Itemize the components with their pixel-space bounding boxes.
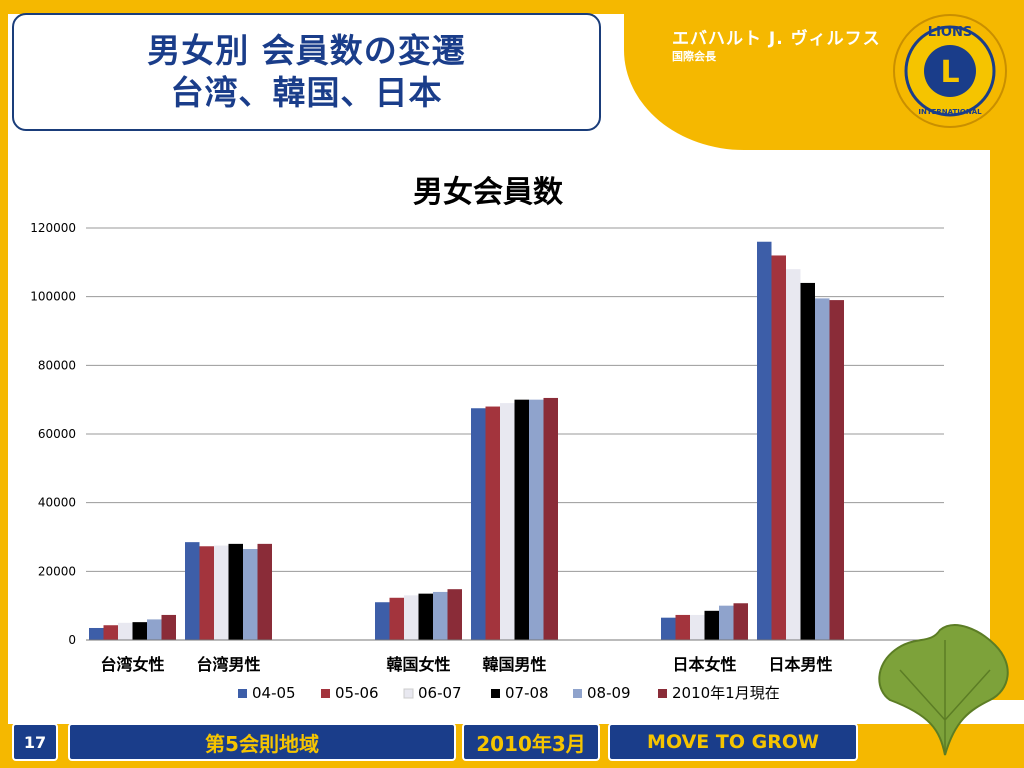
chart-title: 男女会員数 (413, 175, 564, 210)
legend-label: 07-08 (505, 684, 549, 702)
bar (243, 549, 258, 640)
bar (815, 298, 830, 640)
axes: 0 20000 40000 60000 80000 100000 120000 台湾女性 台湾男… (30, 221, 944, 674)
bar (257, 543, 272, 640)
legend-swatch (238, 689, 247, 698)
x-category-label: 韓国男性 (482, 655, 546, 674)
legend-swatch (321, 689, 330, 698)
ginkgo-leaf-icon (878, 624, 1009, 756)
legend-label: 2010年1月現在 (672, 684, 780, 702)
bar (514, 399, 529, 640)
president-name: エバハルト J. ヴィルフス (672, 29, 881, 49)
footer-district: 第5会則地域 (68, 723, 456, 761)
bar (375, 602, 390, 640)
bar (485, 406, 500, 640)
x-category-label: 韓国女性 (386, 655, 450, 674)
legend-swatch (403, 688, 414, 699)
y-tick-label: 40000 (38, 496, 76, 510)
footer-slogan: MOVE TO GROW (608, 723, 858, 761)
bar (389, 597, 404, 640)
bar (800, 282, 815, 640)
legend-swatch (573, 689, 582, 698)
bar (500, 403, 515, 640)
bar (418, 593, 433, 640)
y-tick-label: 120000 (30, 221, 76, 235)
legend-swatch (658, 689, 667, 698)
footer-date: 2010年3月 (462, 723, 600, 761)
bar (829, 300, 844, 640)
bar (529, 399, 544, 640)
bars (89, 241, 844, 640)
slide-title-box: 男女別 会員数の変遷 台湾、韓国、日本 (12, 13, 601, 131)
x-category-label: 日本男性 (768, 655, 832, 674)
legend: 04-05 05-06 06-07 07-08 08-09 2010年1月現在 (238, 684, 780, 702)
bar (228, 543, 243, 640)
y-tick-label: 100000 (30, 290, 76, 304)
bar (786, 269, 801, 640)
x-category-label: 台湾女性 (100, 655, 164, 674)
bar (661, 617, 676, 640)
bar (132, 622, 147, 640)
bar (771, 255, 786, 640)
bar (185, 542, 200, 640)
x-category-label: 日本女性 (672, 655, 736, 674)
bar (433, 591, 448, 640)
logo-text-bottom: INTERNATIONAL (918, 108, 982, 116)
bar (147, 619, 162, 640)
slide-title-line-2: 台湾、韓国、日本 (170, 73, 443, 112)
bar (757, 241, 772, 640)
bar (214, 545, 229, 640)
yellow-right-band (990, 0, 1024, 700)
bar (447, 589, 462, 640)
legend-label: 04-05 (252, 684, 296, 702)
y-tick-label: 0 (68, 633, 76, 647)
bar (704, 610, 719, 640)
y-tick-label: 60000 (38, 427, 76, 441)
page-number: 17 (12, 723, 58, 761)
legend-label: 06-07 (418, 684, 462, 702)
bar (719, 605, 734, 640)
legend-label: 05-06 (335, 684, 379, 702)
lions-logo-icon: L LIONS INTERNATIONAL (893, 14, 1007, 128)
bar (199, 546, 214, 640)
logo-letter: L (940, 55, 959, 90)
bar (118, 622, 133, 640)
bar (404, 595, 419, 640)
bar (733, 603, 748, 640)
bar (471, 408, 486, 640)
bar (690, 614, 705, 640)
legend-swatch (491, 689, 500, 698)
yellow-top-band (0, 0, 1024, 14)
president-role: 国際会長 (672, 50, 716, 63)
yellow-left-band (0, 0, 8, 768)
logo-text-top: LIONS (928, 25, 972, 40)
legend-label: 08-09 (587, 684, 631, 702)
bar (103, 625, 118, 640)
y-tick-label: 80000 (38, 358, 76, 372)
bar (89, 627, 104, 640)
bar (543, 397, 558, 640)
y-tick-label: 20000 (38, 564, 76, 578)
bar (161, 614, 176, 640)
slide-title-line-1: 男女別 会員数の変遷 (147, 31, 466, 70)
x-category-label: 台湾男性 (196, 655, 260, 674)
bar (675, 614, 690, 640)
